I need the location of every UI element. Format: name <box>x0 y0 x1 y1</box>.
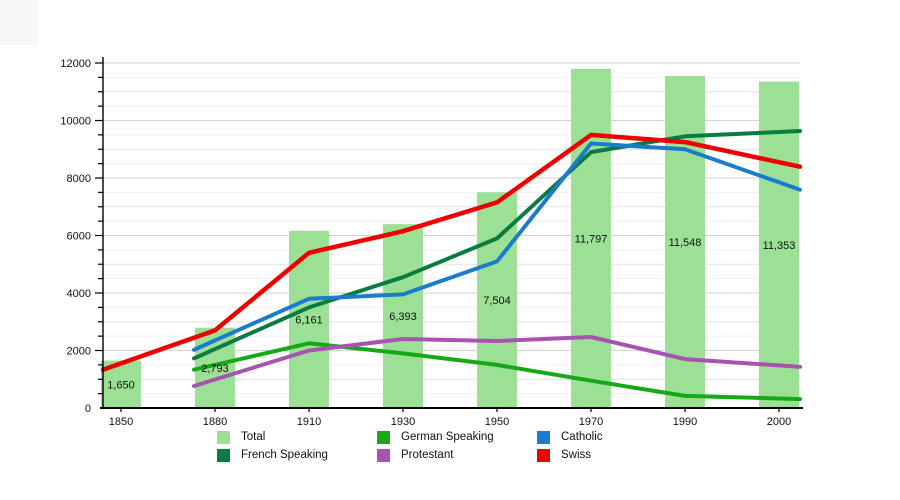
bar-value-label: 7,504 <box>483 295 511 307</box>
y-tick-label: 4000 <box>67 288 91 300</box>
y-tick-label: 2000 <box>67 346 91 358</box>
corner-artifact <box>0 0 38 45</box>
x-tick-label: 1880 <box>203 416 227 428</box>
legend-item-label: Total <box>241 431 266 443</box>
legend-item-label: German Speaking <box>401 431 494 443</box>
bar-value-label: 11,797 <box>575 233 608 245</box>
legend-item-german-speaking: German Speaking <box>377 428 537 446</box>
legend-item-french-speaking: French Speaking <box>217 446 377 464</box>
y-tick-label: 0 <box>85 403 91 415</box>
bar-value-label: 11,353 <box>763 240 796 252</box>
y-tick-label: 6000 <box>67 231 91 243</box>
total-bar <box>759 81 799 408</box>
legend-swatch-total <box>217 430 230 444</box>
y-tick-label: 12000 <box>60 58 91 70</box>
total-bar <box>571 68 611 409</box>
legend: Total German Speaking Catholic French Sp… <box>217 428 697 464</box>
x-tick-label: 1910 <box>297 416 321 428</box>
y-tick-label: 10000 <box>60 116 91 128</box>
line-protestant <box>192 335 802 388</box>
legend-swatch-german-speaking <box>377 430 390 444</box>
x-tick-label: 1930 <box>391 416 415 428</box>
legend-item-label: Protestant <box>401 449 454 461</box>
total-bar <box>665 75 705 409</box>
line-french-speaking <box>192 129 802 361</box>
bar-value-label: 6,393 <box>389 311 417 323</box>
legend-item-total: Total <box>217 428 377 446</box>
legend-swatch-protestant <box>377 448 390 462</box>
x-tick-label: 1970 <box>579 416 603 428</box>
line-german-speaking <box>192 341 802 402</box>
bar-value-label: 1,650 <box>107 379 135 391</box>
total-bar <box>289 230 329 408</box>
line-catholic <box>192 141 802 352</box>
legend-swatch-french-speaking <box>217 448 230 462</box>
legend-swatch-catholic <box>537 430 550 444</box>
bar-value-label: 2,793 <box>201 363 229 375</box>
legend-swatch-swiss <box>537 448 550 462</box>
bar-value-label: 11,548 <box>669 237 702 249</box>
line-swiss <box>100 132 803 373</box>
total-bar <box>383 224 423 408</box>
bar-value-label: 6,161 <box>295 314 323 326</box>
legend-item-catholic: Catholic <box>537 428 697 446</box>
legend-item-label: Catholic <box>561 431 603 443</box>
x-tick-label: 1990 <box>673 416 697 428</box>
x-tick-label: 1950 <box>485 416 509 428</box>
y-tick-label: 8000 <box>67 173 91 185</box>
legend-item-label: French Speaking <box>241 449 328 461</box>
legend-item-label: Swiss <box>561 449 592 461</box>
x-tick-label: 2000 <box>767 416 791 428</box>
legend-item-protestant: Protestant <box>377 446 537 464</box>
x-tick-label: 1850 <box>109 416 133 428</box>
legend-item-swiss: Swiss <box>537 446 697 464</box>
